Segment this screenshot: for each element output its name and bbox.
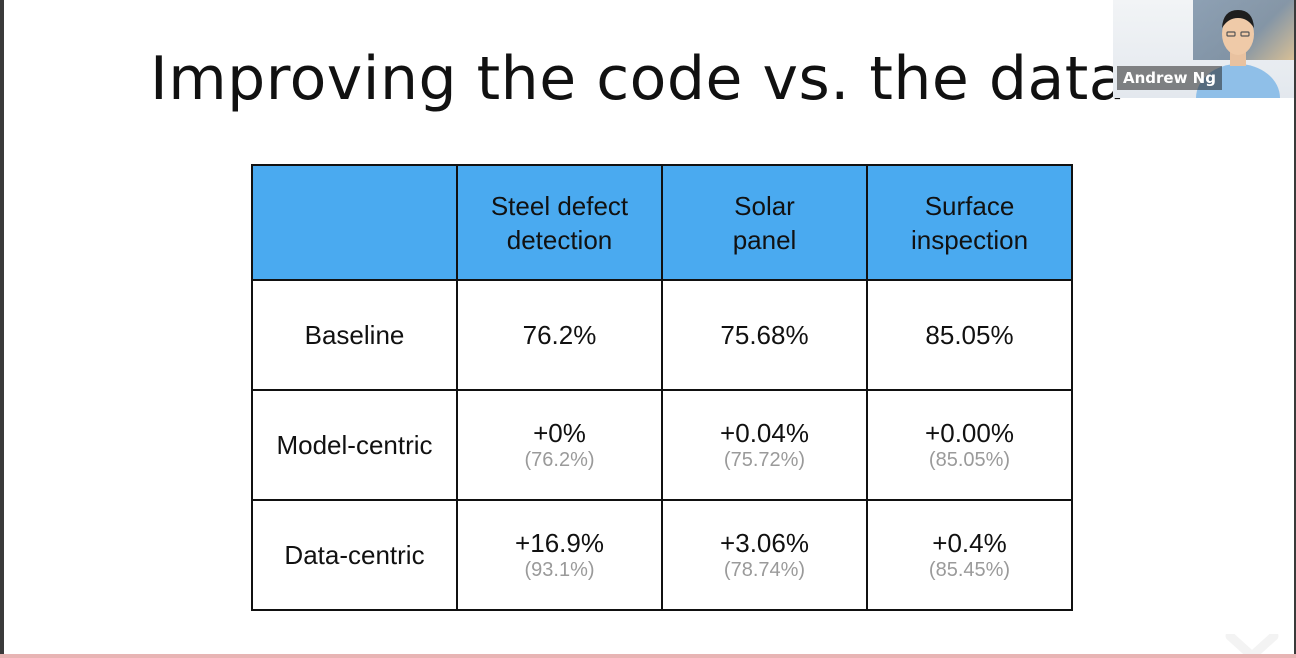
table-cell: +0.04% (75.72%) [661, 389, 868, 501]
cell-value: +0.00% [925, 418, 1014, 448]
table-row-data-centric: Data-centric +16.9% (93.1%) +3.06% (78.7… [251, 499, 1073, 611]
table-header-row: Steel defect detection Solar panel Surfa… [251, 164, 1073, 281]
table-cell: 85.05% [866, 279, 1073, 391]
slide-title: Improving the code vs. the data [150, 44, 1127, 114]
row-label: Baseline [251, 279, 458, 391]
presentation-slide: Improving the code vs. the data Steel de… [4, 0, 1294, 654]
table-cell: +0.4% (85.45%) [866, 499, 1073, 611]
cell-value: +3.06% [720, 528, 809, 558]
cell-absolute-value: (85.05%) [928, 449, 1011, 471]
cell-absolute-value: (78.74%) [723, 559, 806, 581]
cell-value: +0% [533, 418, 586, 448]
row-label: Data-centric [251, 499, 458, 611]
table-row-model-centric: Model-centric +0% (76.2%) +0.04% (75.72%… [251, 389, 1073, 501]
table-cell: +3.06% (78.74%) [661, 499, 868, 611]
cell-absolute-value: (76.2%) [524, 449, 595, 471]
header-line: panel [732, 224, 797, 255]
table-row-baseline: Baseline 76.2% 75.68% 85.05% [251, 279, 1073, 391]
header-line: Steel defect [490, 190, 629, 221]
cell-value: 76.2% [522, 320, 597, 350]
cell-absolute-value: (93.1%) [524, 559, 595, 581]
header-line: detection [506, 224, 613, 255]
header-line: Surface [924, 190, 1015, 221]
cell-value: +0.04% [720, 418, 809, 448]
bottom-progress-bar [0, 654, 1296, 658]
row-label: Model-centric [251, 389, 458, 501]
cell-value: +0.4% [932, 528, 1007, 558]
table-header-surface: Surface inspection [866, 164, 1073, 281]
table-cell: +0% (76.2%) [456, 389, 663, 501]
results-table: Steel defect detection Solar panel Surfa… [251, 164, 1073, 611]
header-line: inspection [910, 224, 1029, 255]
participant-video-tile[interactable]: Andrew Ng [1113, 0, 1294, 98]
cell-absolute-value: (75.72%) [723, 449, 806, 471]
cell-value: 85.05% [925, 320, 1014, 350]
table-header-corner [251, 164, 458, 281]
x-mark-icon [1225, 634, 1279, 654]
cell-value: +16.9% [515, 528, 604, 558]
table-cell: +16.9% (93.1%) [456, 499, 663, 611]
table-header-steel: Steel defect detection [456, 164, 663, 281]
table-cell: 75.68% [661, 279, 868, 391]
participant-name-label: Andrew Ng [1117, 66, 1222, 90]
cell-value: 75.68% [720, 320, 809, 350]
table-cell: 76.2% [456, 279, 663, 391]
header-line: Solar [734, 190, 795, 221]
cell-absolute-value: (85.45%) [928, 559, 1011, 581]
table-cell: +0.00% (85.05%) [866, 389, 1073, 501]
table-header-solar: Solar panel [661, 164, 868, 281]
